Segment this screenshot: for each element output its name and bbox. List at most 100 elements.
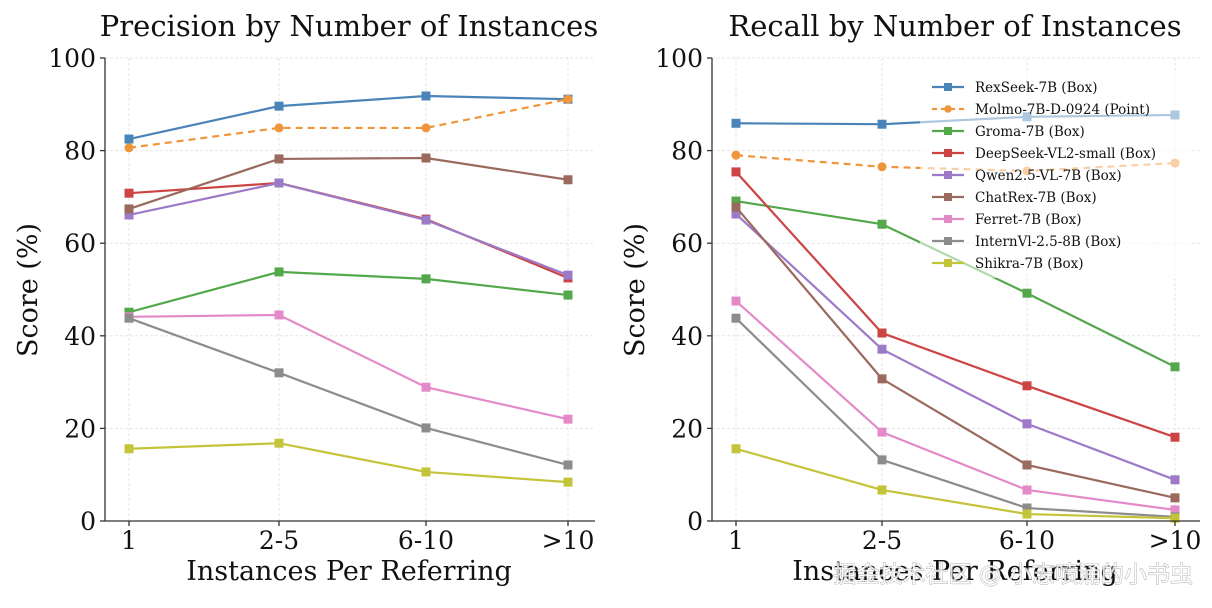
legend-label: Qwen2.5-VL-7B (Box): [975, 168, 1122, 184]
data-point: [1022, 460, 1032, 470]
recall-chart: Recall by Number of Instances 0 20 40 60 80 1…: [620, 9, 1201, 587]
legend-item: DeepSeek-VL2-small (Box): [932, 146, 1156, 162]
y-axis-label: Score (%): [620, 223, 651, 357]
data-point: [124, 134, 134, 144]
data-point: [877, 162, 887, 172]
data-point: [421, 123, 431, 133]
chart-title: Recall by Number of Instances: [728, 9, 1181, 43]
x-tick-label: 6-10: [999, 526, 1055, 555]
data-point: [421, 423, 431, 433]
series-line: [128, 317, 569, 467]
legend-label: Molmo-7B-D-0924 (Point): [975, 102, 1150, 118]
series-qwen2-5-vl-7b-box: [731, 209, 1180, 485]
data-point: [1022, 419, 1032, 429]
data-point: [563, 414, 573, 424]
legend-item: Molmo-7B-D-0924 (Point): [932, 102, 1150, 118]
data-point: [877, 119, 887, 129]
series-line: [735, 317, 1176, 518]
data-point: [563, 94, 573, 104]
y-tick-label: 100: [655, 44, 703, 73]
series-line: [735, 206, 1176, 499]
data-point: [124, 210, 134, 220]
data-point: [563, 270, 573, 280]
series-internvl-2-5-8b-box: [731, 313, 1180, 522]
data-point: [124, 143, 134, 153]
data-point: [274, 438, 284, 448]
y-tick-label: 0: [687, 507, 703, 536]
data-point: [731, 118, 741, 128]
series-ferret-7b-box: [731, 296, 1180, 515]
legend-marker: [944, 171, 952, 179]
y-tick-label: 0: [80, 507, 96, 536]
data-point: [274, 267, 284, 277]
legend-marker: [944, 259, 952, 267]
legend-item: Groma-7B (Box): [932, 124, 1085, 140]
legend-marker: [944, 193, 952, 201]
series-qwen2-5-vl-7b-box: [124, 178, 573, 280]
data-point: [563, 290, 573, 300]
data-point: [731, 444, 741, 454]
y-tick-label: 80: [64, 137, 96, 166]
legend-background: [920, 72, 1192, 278]
legend-label: Groma-7B (Box): [975, 124, 1085, 140]
data-point: [877, 374, 887, 384]
y-tick-label: 60: [671, 229, 703, 258]
x-tick-label: 6-10: [398, 526, 454, 555]
legend-label: ChatRex-7B (Box): [975, 190, 1097, 206]
data-point: [124, 188, 134, 198]
data-point: [421, 91, 431, 101]
x-tick-label: 1: [121, 526, 137, 555]
data-point: [1022, 485, 1032, 495]
data-point: [563, 477, 573, 487]
legend-label: InternVl-2.5-8B (Box): [975, 234, 1121, 250]
data-point: [877, 455, 887, 465]
series-line: [128, 156, 569, 210]
y-tick-label: 20: [671, 414, 703, 443]
data-point: [731, 313, 741, 323]
series-groma-7b-box: [124, 267, 573, 317]
series-line: [735, 171, 1176, 439]
data-point: [274, 310, 284, 320]
data-point: [877, 344, 887, 354]
series-deepseek-vl2-small-box: [124, 178, 573, 283]
legend-marker: [944, 105, 952, 113]
x-tick-label: 2-5: [259, 526, 299, 555]
data-point: [877, 219, 887, 229]
data-point: [421, 215, 431, 225]
series-chatrex-7b-box: [124, 153, 573, 214]
y-axis-label: Score (%): [13, 223, 44, 357]
series-rexseek-7b-box: [124, 91, 573, 144]
data-point: [731, 196, 741, 206]
precision-chart: Precision by Number of Instances 0 20 40 60…: [13, 9, 598, 587]
legend: RexSeek-7B (Box) Molmo-7B-D-0924 (Point) G…: [920, 72, 1192, 278]
data-point: [1022, 288, 1032, 298]
data-point: [124, 307, 134, 317]
legend-item: InternVl-2.5-8B (Box): [932, 234, 1121, 250]
legend-marker: [944, 83, 952, 91]
series-molmo-7b-d-0924-point: [124, 94, 573, 153]
data-point: [563, 175, 573, 185]
series-ferret-7b-box: [124, 310, 573, 424]
data-point: [563, 460, 573, 470]
data-point: [274, 123, 284, 133]
y-tick-label: 60: [64, 229, 96, 258]
series-line: [128, 442, 569, 484]
data-point: [877, 485, 887, 495]
series-line: [128, 98, 569, 149]
data-point: [877, 328, 887, 338]
data-point: [1170, 362, 1180, 372]
data-point: [1170, 493, 1180, 503]
y-tick-label: 80: [671, 137, 703, 166]
y-tick-label: 40: [64, 322, 96, 351]
series-line: [128, 313, 569, 421]
x-axis-label: Instances Per Referring: [792, 556, 1118, 587]
data-point: [421, 382, 431, 392]
data-point: [731, 167, 741, 177]
data-point: [274, 101, 284, 111]
data-point: [1170, 432, 1180, 442]
data-point: [274, 368, 284, 378]
x-tick-label: >10: [1149, 526, 1202, 555]
legend-label: Shikra-7B (Box): [975, 256, 1084, 272]
series-line: [128, 181, 569, 277]
legend-label: RexSeek-7B (Box): [975, 80, 1098, 96]
